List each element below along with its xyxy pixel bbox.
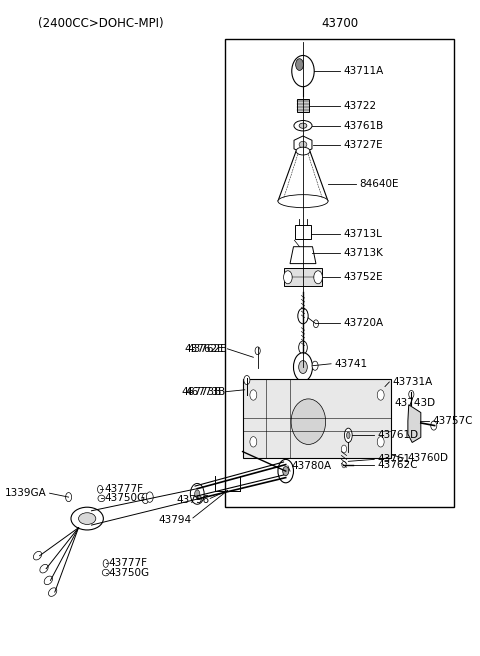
Text: 43777F: 43777F <box>109 558 148 569</box>
Circle shape <box>255 347 260 355</box>
Text: 43713L: 43713L <box>343 229 382 239</box>
Text: 43711A: 43711A <box>343 66 384 76</box>
Ellipse shape <box>296 147 310 155</box>
Polygon shape <box>242 379 392 458</box>
Text: 84640E: 84640E <box>360 178 399 189</box>
Text: 43762E: 43762E <box>188 344 228 354</box>
Polygon shape <box>290 247 316 264</box>
Text: (2400CC>DOHC-MPI): (2400CC>DOHC-MPI) <box>37 17 163 30</box>
Circle shape <box>283 466 289 476</box>
Circle shape <box>312 361 318 370</box>
Ellipse shape <box>44 576 52 584</box>
Ellipse shape <box>299 123 307 129</box>
Circle shape <box>409 390 414 398</box>
Text: 43762C: 43762C <box>378 460 418 470</box>
Text: 43752E: 43752E <box>343 272 383 282</box>
Ellipse shape <box>291 399 325 444</box>
Text: 43727E: 43727E <box>343 140 383 150</box>
Text: 46773B: 46773B <box>185 387 225 397</box>
Text: 43750G: 43750G <box>109 567 150 577</box>
Ellipse shape <box>292 56 314 87</box>
Circle shape <box>314 271 323 284</box>
Text: 43761: 43761 <box>378 455 411 464</box>
Circle shape <box>250 390 257 400</box>
Polygon shape <box>284 268 323 287</box>
Circle shape <box>377 390 384 400</box>
Ellipse shape <box>48 588 57 596</box>
Text: 43743D: 43743D <box>395 398 436 409</box>
Ellipse shape <box>79 513 96 524</box>
Circle shape <box>284 271 292 284</box>
Text: 43720A: 43720A <box>343 318 383 329</box>
Circle shape <box>278 459 293 483</box>
Text: 43777F: 43777F <box>105 484 144 495</box>
Text: 43741: 43741 <box>335 359 368 369</box>
Ellipse shape <box>347 432 350 439</box>
Polygon shape <box>408 405 421 443</box>
Polygon shape <box>294 136 312 153</box>
Text: 43796: 43796 <box>176 495 209 505</box>
Text: 43750G: 43750G <box>105 493 145 503</box>
Circle shape <box>431 421 437 430</box>
Polygon shape <box>297 99 310 112</box>
Ellipse shape <box>71 507 103 530</box>
Circle shape <box>250 437 257 447</box>
Text: 1339GA: 1339GA <box>5 488 47 498</box>
Ellipse shape <box>345 428 352 443</box>
Circle shape <box>299 341 307 354</box>
Ellipse shape <box>278 195 328 208</box>
Ellipse shape <box>34 551 42 560</box>
Circle shape <box>298 308 308 324</box>
Text: 43760D: 43760D <box>407 453 448 463</box>
Text: 46773B: 46773B <box>181 387 222 397</box>
Text: 43731A: 43731A <box>393 377 433 387</box>
Ellipse shape <box>98 495 105 502</box>
Circle shape <box>244 375 250 384</box>
Text: 43762E: 43762E <box>184 344 224 354</box>
Circle shape <box>146 492 153 502</box>
Circle shape <box>103 560 108 567</box>
Text: 43722: 43722 <box>343 100 376 111</box>
Circle shape <box>66 493 72 502</box>
Circle shape <box>142 493 149 504</box>
Ellipse shape <box>102 569 109 576</box>
Circle shape <box>299 361 307 373</box>
Circle shape <box>97 485 103 493</box>
Circle shape <box>293 353 312 381</box>
Ellipse shape <box>40 564 48 573</box>
Ellipse shape <box>294 121 312 131</box>
Ellipse shape <box>299 141 307 148</box>
Circle shape <box>341 445 347 453</box>
Text: 43761D: 43761D <box>378 430 419 440</box>
Circle shape <box>377 437 384 447</box>
Text: 43713K: 43713K <box>343 248 383 258</box>
Text: 43761B: 43761B <box>343 121 384 131</box>
Polygon shape <box>278 151 328 201</box>
Text: 43794: 43794 <box>159 515 192 525</box>
Text: 43757C: 43757C <box>433 416 473 426</box>
Text: 43780A: 43780A <box>291 461 332 471</box>
Text: 43700: 43700 <box>321 17 358 30</box>
Circle shape <box>342 461 346 468</box>
Circle shape <box>296 59 303 70</box>
Polygon shape <box>295 224 311 239</box>
Circle shape <box>195 490 200 498</box>
Circle shape <box>191 483 204 504</box>
Circle shape <box>313 320 319 328</box>
